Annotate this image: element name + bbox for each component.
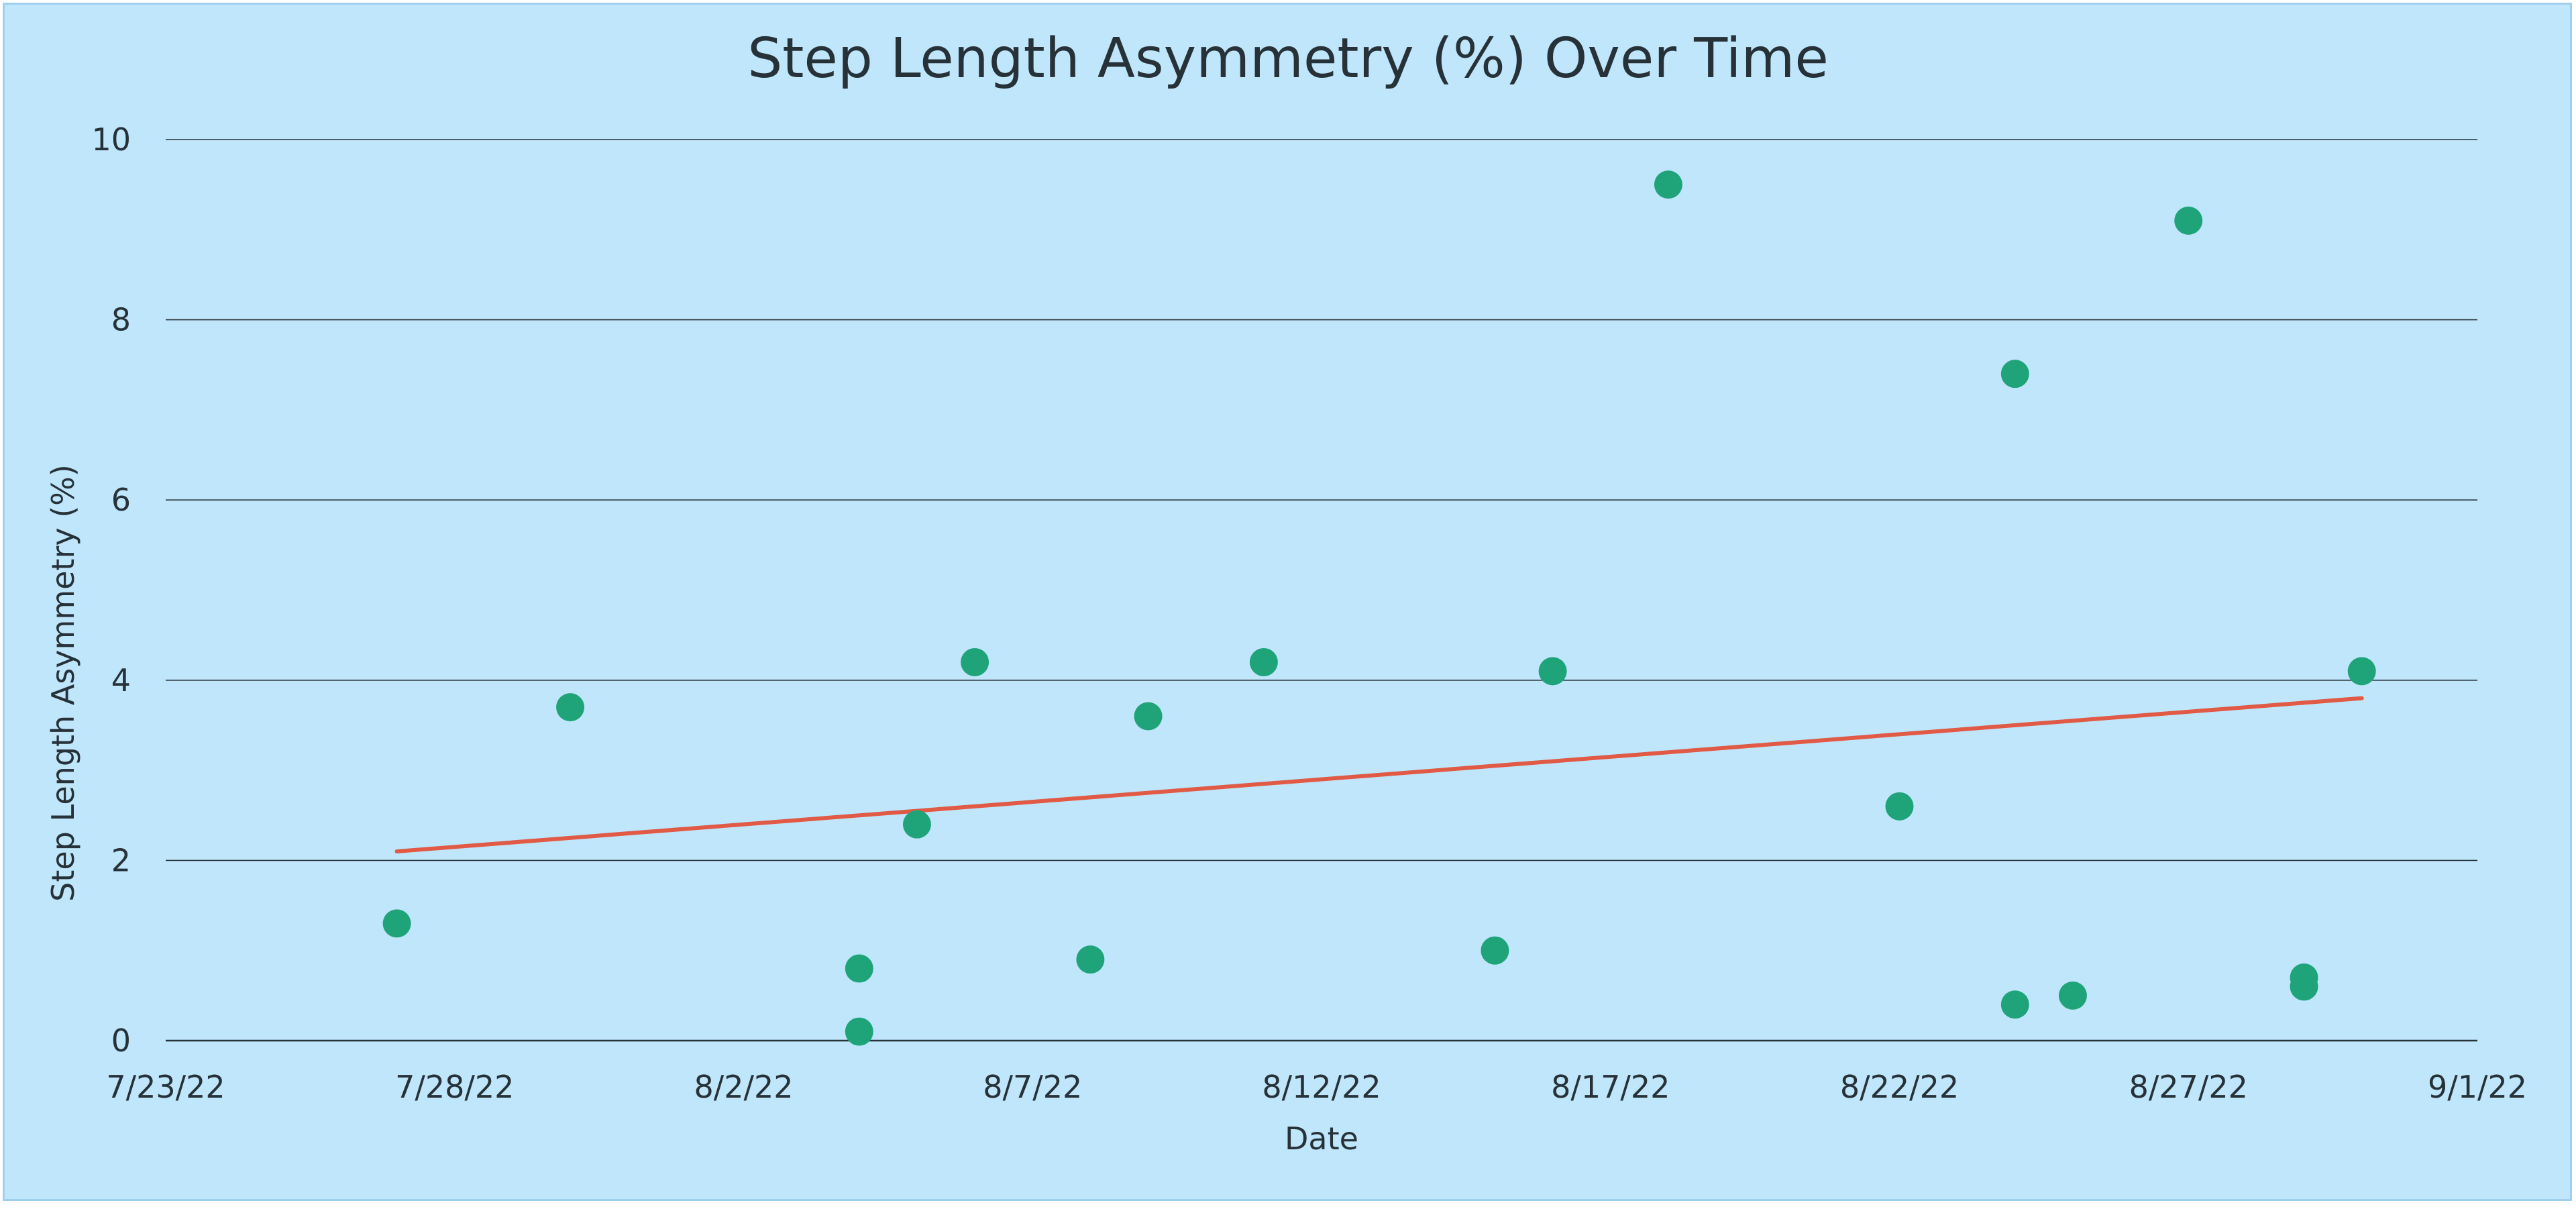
x-tick-label: 8/2/22 bbox=[694, 1069, 793, 1105]
data-point bbox=[2347, 657, 2376, 686]
data-points bbox=[382, 170, 2376, 1046]
data-point bbox=[1654, 170, 1682, 199]
chart-title: Step Length Asymmetry (%) Over Time bbox=[747, 27, 1829, 91]
data-point bbox=[2000, 360, 2029, 388]
data-point bbox=[1076, 945, 1105, 974]
data-point bbox=[2000, 990, 2029, 1019]
data-point bbox=[1249, 647, 1278, 676]
data-point bbox=[1481, 936, 1509, 965]
data-point bbox=[556, 693, 585, 722]
x-tick-label: 8/12/22 bbox=[1262, 1069, 1381, 1105]
y-axis-ticks: 0 2 4 6 8 10 bbox=[91, 121, 131, 1059]
data-point bbox=[2290, 972, 2318, 1001]
data-point bbox=[382, 909, 411, 938]
x-tick-label: 8/22/22 bbox=[1840, 1069, 1959, 1105]
x-tick-label: 7/23/22 bbox=[106, 1069, 225, 1105]
y-tick-label: 0 bbox=[111, 1023, 131, 1059]
x-tick-label: 8/17/22 bbox=[1551, 1069, 1670, 1105]
x-tick-label: 7/28/22 bbox=[395, 1069, 514, 1105]
data-point bbox=[1134, 702, 1163, 731]
data-point bbox=[845, 1017, 873, 1046]
x-axis-label: Date bbox=[1285, 1120, 1358, 1157]
chart-frame bbox=[3, 3, 2572, 1201]
gridlines bbox=[166, 139, 2477, 1042]
data-point bbox=[845, 954, 873, 983]
y-tick-label: 10 bbox=[91, 121, 131, 158]
x-tick-label: 9/1/22 bbox=[2428, 1069, 2527, 1105]
data-point bbox=[1885, 792, 1914, 821]
trendline bbox=[394, 696, 2364, 853]
y-tick-label: 4 bbox=[111, 662, 131, 698]
data-point bbox=[1538, 657, 1567, 686]
x-tick-label: 8/7/22 bbox=[983, 1069, 1082, 1105]
y-axis-label: Step Length Asymmetry (%) bbox=[45, 464, 81, 902]
data-point bbox=[961, 647, 989, 676]
x-axis-ticks: 7/23/22 7/28/22 8/2/22 8/7/22 8/12/22 8/17/22… bbox=[106, 1069, 2527, 1105]
data-point bbox=[2058, 981, 2087, 1010]
data-point bbox=[902, 810, 931, 839]
y-tick-label: 6 bbox=[111, 482, 131, 518]
y-tick-label: 8 bbox=[111, 302, 131, 338]
trendline-group bbox=[394, 696, 2364, 853]
x-tick-label: 8/27/22 bbox=[2129, 1069, 2248, 1105]
data-point bbox=[2174, 206, 2203, 235]
y-tick-label: 2 bbox=[111, 842, 131, 878]
